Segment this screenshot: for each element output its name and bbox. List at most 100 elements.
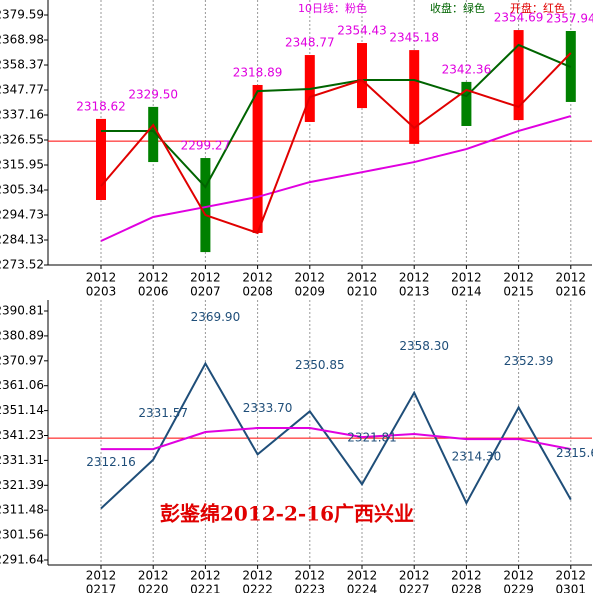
y-tick-label: 2370.97 (0, 353, 44, 367)
data-label: 2358.30 (399, 339, 449, 353)
x-tick-label: 0221 (190, 583, 221, 593)
x-tick-label: 2012 (451, 271, 482, 285)
candle (148, 106, 159, 163)
x-tick-label: 0224 (347, 583, 378, 593)
y-tick-label: 2294.73 (0, 208, 44, 222)
candle (252, 84, 263, 233)
x-tick-label: 2012 (347, 271, 378, 285)
x-tick-label: 0213 (399, 285, 430, 299)
bar-label: 2354.43 (337, 24, 387, 38)
x-tick-label: 0215 (503, 285, 534, 299)
x-tick-label: 2012 (451, 569, 482, 583)
x-tick-label: 2012 (138, 569, 169, 583)
y-tick-label: 2368.98 (0, 33, 44, 47)
x-tick-label: 0207 (190, 285, 221, 299)
y-tick-label: 2337.16 (0, 108, 44, 122)
candle (357, 43, 367, 109)
x-tick-label: 2012 (295, 569, 326, 583)
bar-label: 2342.36 (442, 62, 492, 76)
data-label: 2331.57 (138, 406, 188, 420)
candle (96, 118, 106, 200)
y-tick-label: 2273.52 (0, 258, 44, 272)
y-tick-label: 2311.48 (0, 503, 44, 517)
x-tick-label: 2012 (295, 271, 326, 285)
x-tick-label: 2012 (138, 271, 169, 285)
y-tick-label: 2358.37 (0, 58, 44, 72)
bar-label: 2357.94 (546, 12, 593, 26)
line-series (100, 52, 572, 235)
y-tick-label: 2361.06 (0, 378, 44, 392)
x-tick-label: 0214 (451, 285, 482, 299)
y-tick-label: 2347.77 (0, 82, 44, 96)
bar-label: 2329.50 (128, 87, 178, 101)
data-label: 2350.85 (295, 358, 345, 372)
x-tick-label: 0229 (503, 583, 534, 593)
data-label: 2352.39 (504, 354, 554, 368)
y-tick-label: 2321.39 (0, 478, 44, 492)
candle (461, 81, 472, 126)
x-tick-label: 0217 (86, 583, 117, 593)
x-tick-label: 2012 (347, 569, 378, 583)
bar-label: 2348.77 (285, 36, 335, 50)
x-tick-label: 0203 (86, 285, 117, 299)
x-tick-label: 2012 (503, 271, 534, 285)
x-tick-label: 0209 (295, 285, 326, 299)
line-series (100, 115, 572, 242)
data-label: 2369.90 (191, 310, 241, 324)
candle (409, 50, 420, 144)
y-tick-label: 2380.89 (0, 328, 44, 342)
y-tick-label: 2315.95 (0, 157, 44, 171)
x-tick-label: 2012 (242, 569, 273, 583)
x-tick-label: 2012 (399, 569, 430, 583)
line-series (101, 43, 572, 189)
data-label: 2314.30 (452, 450, 502, 464)
line-series (101, 427, 571, 451)
data-label: 2321.81 (347, 431, 397, 445)
x-tick-label: 2012 (86, 569, 117, 583)
data-label: 2333.70 (243, 401, 293, 415)
x-tick-label: 2012 (556, 569, 587, 583)
x-tick-label: 2012 (242, 271, 273, 285)
x-tick-label: 0301 (556, 583, 587, 593)
x-tick-label: 0210 (347, 285, 378, 299)
y-tick-label: 2305.34 (0, 183, 44, 197)
bar-label: 2345.18 (389, 31, 439, 45)
bar-label: 2318.62 (76, 99, 126, 113)
x-tick-label: 2012 (190, 569, 221, 583)
candle (200, 158, 211, 253)
y-tick-label: 2326.55 (0, 133, 44, 147)
x-tick-label: 2012 (399, 271, 430, 285)
x-tick-label: 0227 (399, 583, 430, 593)
y-tick-label: 2341.23 (0, 428, 44, 442)
data-label: 2315.69 (556, 446, 593, 460)
legend-label: 开盘：红色 (510, 1, 565, 15)
x-tick-label: 2012 (86, 271, 117, 285)
x-tick-label: 0208 (242, 285, 273, 299)
x-tick-label: 2012 (190, 271, 221, 285)
legend-label: 收盘：绿色 (430, 1, 485, 15)
x-tick-label: 0223 (295, 583, 326, 593)
candle (513, 30, 524, 121)
x-tick-label: 0220 (138, 583, 169, 593)
x-tick-label: 0216 (556, 285, 587, 299)
x-tick-label: 2012 (556, 271, 587, 285)
y-tick-label: 2284.13 (0, 232, 44, 246)
y-tick-label: 2379.59 (0, 8, 44, 22)
x-tick-label: 0206 (138, 285, 169, 299)
y-tick-label: 2390.81 (0, 304, 44, 318)
x-tick-label: 0228 (451, 583, 482, 593)
legend-label: 10日线：粉色 (298, 1, 367, 15)
y-tick-label: 2331.31 (0, 453, 44, 467)
bar-label: 2354.69 (494, 11, 544, 25)
x-tick-label: 2012 (503, 569, 534, 583)
data-label: 2312.16 (86, 455, 136, 469)
y-tick-label: 2291.64 (0, 553, 44, 567)
y-tick-label: 2351.14 (0, 403, 44, 417)
bar-label: 2299.27 (181, 139, 231, 153)
bar-label: 2318.89 (233, 65, 283, 79)
x-tick-label: 0222 (242, 583, 273, 593)
line-series (100, 361, 572, 510)
y-tick-label: 2301.56 (0, 528, 44, 542)
annotation: 彭鉴绵2012-2-16广西兴业 (160, 502, 414, 526)
